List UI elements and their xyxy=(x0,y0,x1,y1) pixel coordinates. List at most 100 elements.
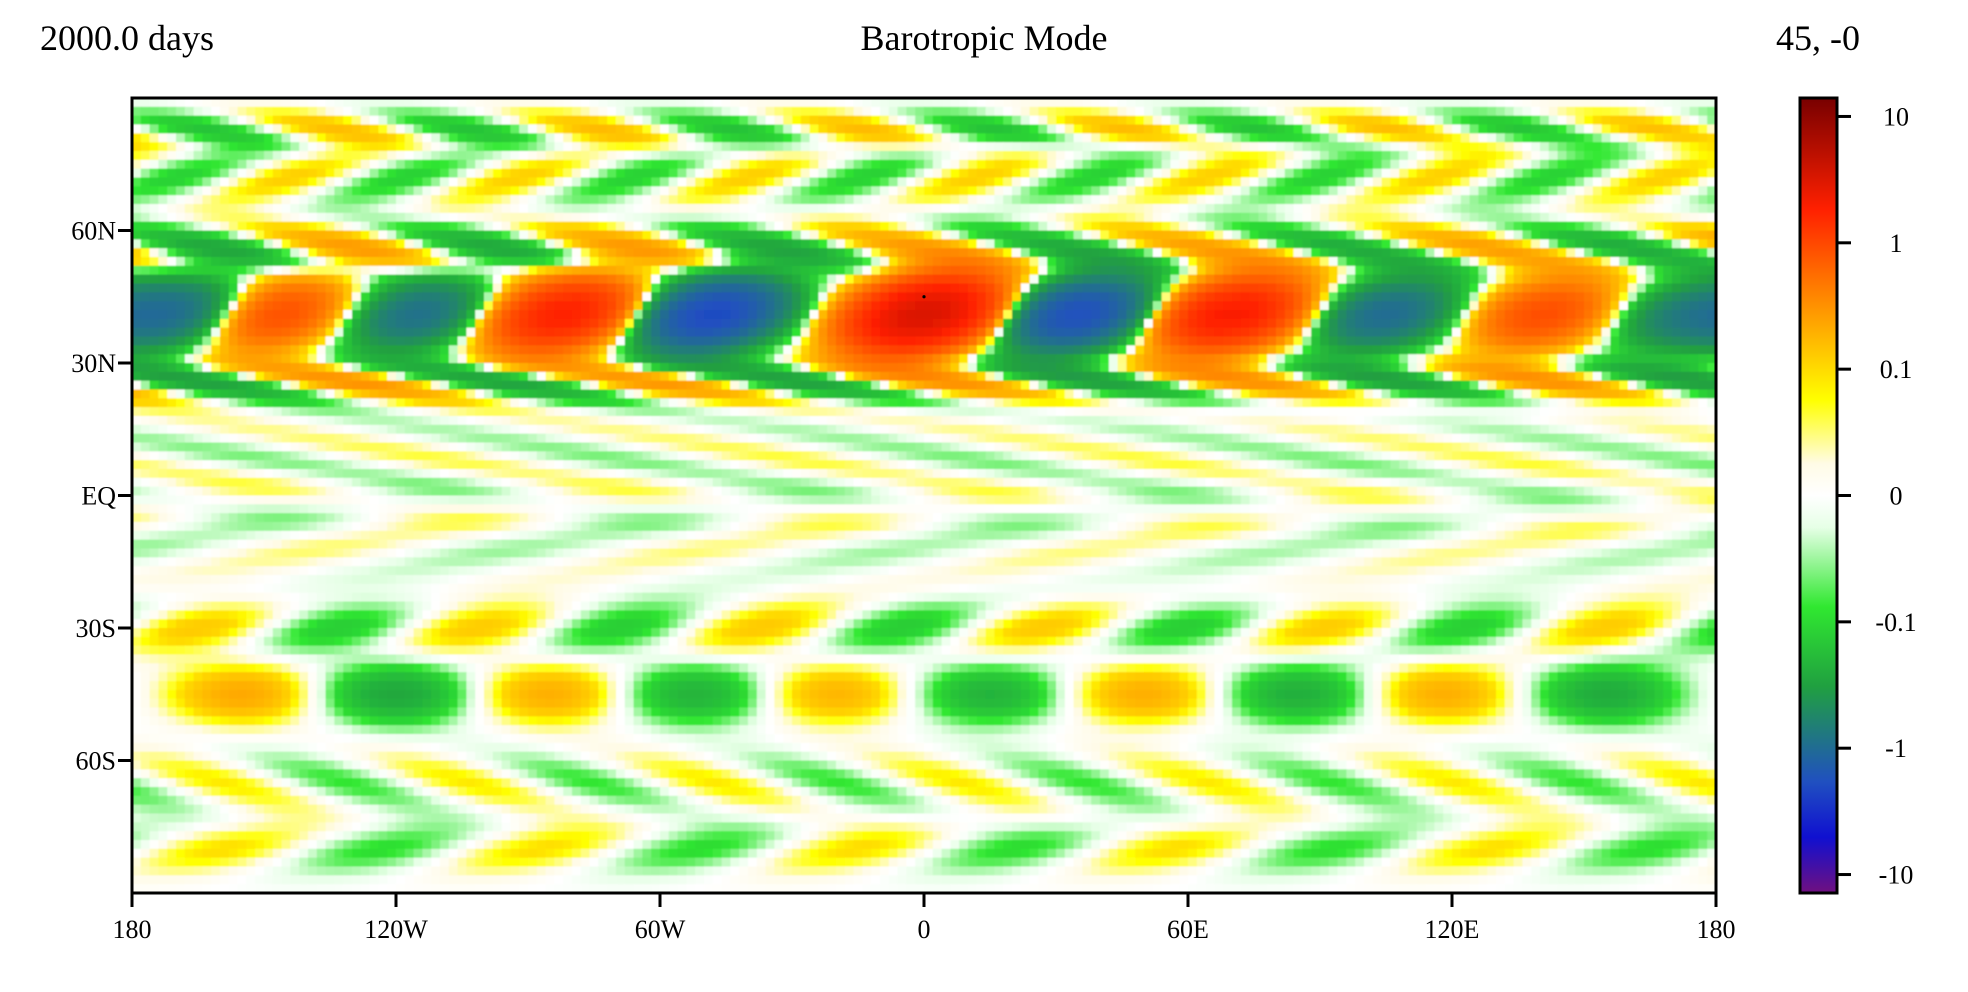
heatmap-cell xyxy=(704,318,714,329)
heatmap-cell xyxy=(1531,168,1541,179)
heatmap-cell xyxy=(290,283,300,293)
heatmap-cell xyxy=(1056,151,1066,161)
heatmap-cell xyxy=(1399,106,1409,117)
heatmap-cell xyxy=(1557,212,1567,223)
heatmap-cell xyxy=(1381,124,1391,134)
heatmap-cell xyxy=(1460,195,1471,205)
heatmap-cell xyxy=(360,283,371,293)
heatmap-cell xyxy=(545,283,555,293)
heatmap-cell xyxy=(202,133,212,143)
heatmap-cell xyxy=(1610,212,1620,223)
heatmap-cell xyxy=(880,292,890,302)
heatmap-cell xyxy=(1170,274,1180,285)
heatmap-cell xyxy=(1425,186,1435,196)
heatmap-cell xyxy=(457,133,467,143)
heatmap-cell xyxy=(1258,98,1268,108)
heatmap-cell xyxy=(915,248,925,258)
heatmap-cell xyxy=(158,106,168,117)
heatmap-cell xyxy=(774,168,784,179)
heatmap-cell xyxy=(1073,239,1083,249)
heatmap-cell xyxy=(686,124,696,134)
heatmap-cell xyxy=(378,265,388,276)
heatmap-cell xyxy=(369,230,379,240)
heatmap-cell xyxy=(1196,283,1207,293)
heatmap-cell xyxy=(1302,327,1312,338)
heatmap-cell xyxy=(1012,257,1022,267)
heatmap-cell xyxy=(1381,177,1391,187)
heatmap-cell xyxy=(1214,336,1224,346)
heatmap-cell xyxy=(1284,301,1295,311)
heatmap-cell xyxy=(844,327,855,338)
heatmap-cell xyxy=(1258,283,1268,293)
heatmap-cell xyxy=(1399,239,1409,249)
heatmap-cell xyxy=(396,318,406,329)
heatmap-cell xyxy=(440,195,450,205)
heatmap-cell xyxy=(360,133,371,143)
heatmap-cell xyxy=(633,212,643,223)
heatmap-cell xyxy=(1240,221,1251,232)
cursor-readout: 45, -0 xyxy=(1776,18,1860,58)
heatmap-cell xyxy=(308,168,318,179)
heatmap-cell xyxy=(800,310,811,320)
heatmap-cell xyxy=(783,230,793,240)
heatmap-cell xyxy=(959,142,969,152)
heatmap-cell xyxy=(343,230,353,240)
heatmap-cell xyxy=(1636,310,1647,320)
heatmap-cell xyxy=(299,133,309,143)
heatmap-cell xyxy=(1276,142,1286,152)
heatmap-cell xyxy=(220,239,230,249)
heatmap-cell xyxy=(959,106,969,117)
heatmap-cell xyxy=(334,327,344,338)
heatmap-cell xyxy=(1267,239,1277,249)
heatmap-cell xyxy=(756,212,767,223)
heatmap-cell xyxy=(748,265,758,276)
heatmap-cell xyxy=(431,239,441,249)
heatmap-cell xyxy=(695,301,705,311)
heatmap-cell xyxy=(686,336,696,346)
heatmap-cell xyxy=(959,221,969,232)
heatmap-cell xyxy=(756,159,767,170)
heatmap-cell xyxy=(536,186,547,196)
heatmap-cell xyxy=(1091,212,1101,223)
heatmap-cell xyxy=(616,274,626,285)
heatmap-cell xyxy=(132,159,142,170)
heatmap-cell xyxy=(132,274,142,285)
heatmap-cell xyxy=(677,327,687,338)
heatmap-cell xyxy=(924,115,934,126)
heatmap-cell xyxy=(545,292,555,302)
heatmap-cell xyxy=(1522,248,1532,258)
heatmap-cell xyxy=(906,248,916,258)
heatmap-cell xyxy=(651,204,661,214)
heatmap-cell xyxy=(167,186,177,196)
heatmap-cell xyxy=(554,106,564,117)
heatmap-cell xyxy=(624,336,635,346)
heatmap-cell xyxy=(1522,310,1532,320)
heatmap-cell xyxy=(633,336,643,346)
heatmap-cell xyxy=(475,327,485,338)
heatmap-cell xyxy=(1592,177,1603,187)
heatmap-cell xyxy=(968,301,978,311)
heatmap-cell xyxy=(1698,151,1708,161)
heatmap-cell xyxy=(1399,98,1409,108)
heatmap-cell xyxy=(1460,283,1471,293)
heatmap-cell xyxy=(1680,327,1691,338)
heatmap-cell xyxy=(1126,115,1136,126)
heatmap-cell xyxy=(1249,151,1259,161)
heatmap-cell xyxy=(580,310,591,320)
heatmap-cell xyxy=(1487,310,1497,320)
heatmap-cell xyxy=(387,301,397,311)
heatmap-cell xyxy=(1082,195,1092,205)
heatmap-cell xyxy=(712,159,723,170)
heatmap-cell xyxy=(545,310,555,320)
heatmap-cell xyxy=(739,257,749,267)
heatmap-cell xyxy=(466,265,476,276)
heatmap-cell xyxy=(475,195,485,205)
heatmap-cell xyxy=(1645,159,1655,170)
heatmap-cell xyxy=(1496,151,1506,161)
heatmap-cell xyxy=(932,142,943,152)
heatmap-cell xyxy=(554,318,564,329)
heatmap-cell xyxy=(1654,177,1664,187)
heatmap-cell xyxy=(484,283,494,293)
heatmap-cell xyxy=(1223,265,1233,276)
heatmap-cell xyxy=(140,151,151,161)
